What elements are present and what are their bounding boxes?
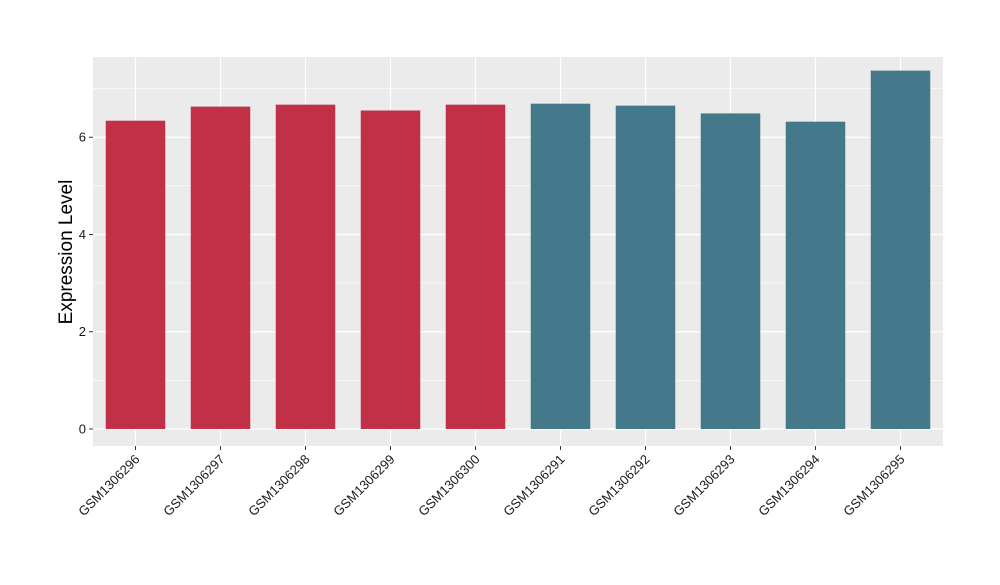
- bar-GSM1306298: [275, 104, 336, 429]
- bar-GSM1306292: [615, 105, 676, 429]
- x-tick-label: GSM1306296: [75, 452, 142, 519]
- y-axis: 0 2 4 6: [79, 130, 93, 436]
- x-tick-label: GSM1306291: [500, 452, 567, 519]
- y-tick-label: 2: [79, 324, 86, 339]
- bar-GSM1306300: [445, 104, 506, 429]
- y-tick-label: 4: [79, 227, 86, 242]
- bar-GSM1306291: [530, 103, 591, 429]
- x-tick-label: GSM1306299: [330, 452, 397, 519]
- bar-GSM1306297: [190, 106, 251, 429]
- bars: [105, 70, 931, 429]
- x-tick-label: GSM1306300: [415, 452, 482, 519]
- bar-GSM1306299: [360, 110, 421, 429]
- x-tick-label: GSM1306293: [670, 452, 737, 519]
- bar-GSM1306293: [700, 113, 761, 429]
- bar-GSM1306294: [785, 121, 846, 429]
- y-tick-label: 6: [79, 130, 86, 145]
- x-tick-label: GSM1306294: [755, 452, 822, 519]
- x-tick-label: GSM1306292: [585, 452, 652, 519]
- x-tick-label: GSM1306298: [245, 452, 312, 519]
- y-tick-label: 0: [79, 421, 86, 436]
- x-axis: GSM1306296 GSM1306297 GSM1306298 GSM1306299…: [75, 446, 908, 519]
- x-tick-label: GSM1306297: [160, 452, 227, 519]
- y-axis-title: Expression Level: [56, 180, 77, 325]
- bar-GSM1306296: [105, 120, 166, 429]
- x-tick-label: GSM1306295: [840, 452, 907, 519]
- bar-GSM1306295: [870, 70, 931, 429]
